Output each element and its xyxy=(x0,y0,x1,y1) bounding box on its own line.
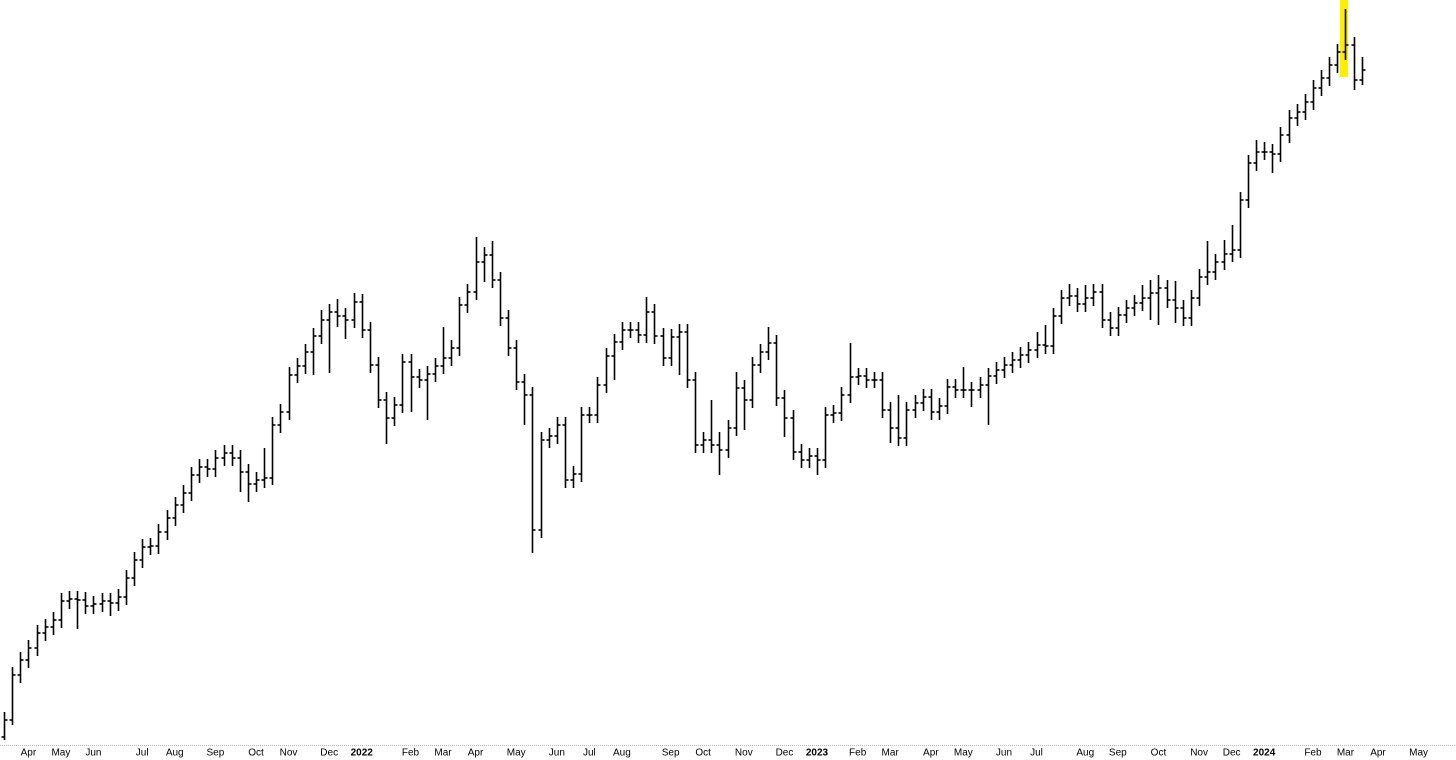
x-tick-label: 2022 xyxy=(351,748,374,759)
x-tick-label: 2024 xyxy=(1253,748,1276,759)
x-tick-label: Dec xyxy=(776,748,794,759)
x-tick-label: Oct xyxy=(1151,748,1167,759)
x-tick-label: Aug xyxy=(1076,748,1094,759)
x-tick-label: Dec xyxy=(1223,748,1241,759)
x-tick-label: Sep xyxy=(662,748,680,759)
x-tick-label: Jun xyxy=(549,748,565,759)
x-tick-label: Aug xyxy=(613,748,631,759)
x-tick-label: Mar xyxy=(882,748,900,759)
x-tick-label: Jul xyxy=(583,748,596,759)
x-tick-label: Apr xyxy=(468,748,484,759)
x-tick-label: 2023 xyxy=(806,748,829,759)
x-tick-label: Aug xyxy=(166,748,184,759)
x-tick-label: Feb xyxy=(849,748,867,759)
x-tick-label: Feb xyxy=(1304,748,1322,759)
x-tick-label: Oct xyxy=(695,748,711,759)
x-tick-label: Jun xyxy=(996,748,1012,759)
x-tick-label: May xyxy=(1409,748,1428,759)
x-tick-label: Jul xyxy=(136,748,149,759)
x-tick-label: Jul xyxy=(1030,748,1043,759)
highlight xyxy=(1340,0,1348,77)
x-tick-label: Sep xyxy=(1109,748,1127,759)
x-tick-label: Feb xyxy=(402,748,420,759)
x-tick-label: Nov xyxy=(280,748,298,759)
x-tick-label: Apr xyxy=(923,748,939,759)
x-tick-label: Sep xyxy=(206,748,224,759)
x-tick-label: Nov xyxy=(735,748,753,759)
x-tick-label: May xyxy=(51,748,70,759)
x-tick-label: Jun xyxy=(85,748,101,759)
x-tick-label: May xyxy=(507,748,526,759)
x-tick-label: Mar xyxy=(1337,748,1355,759)
x-tick-label: Dec xyxy=(320,748,338,759)
x-tick-label: Nov xyxy=(1190,748,1208,759)
x-tick-label: Mar xyxy=(434,748,452,759)
x-tick-label: Oct xyxy=(248,748,264,759)
x-tick-label: Apr xyxy=(21,748,37,759)
x-tick-label: Apr xyxy=(1370,748,1386,759)
x-tick-label: May xyxy=(954,748,973,759)
